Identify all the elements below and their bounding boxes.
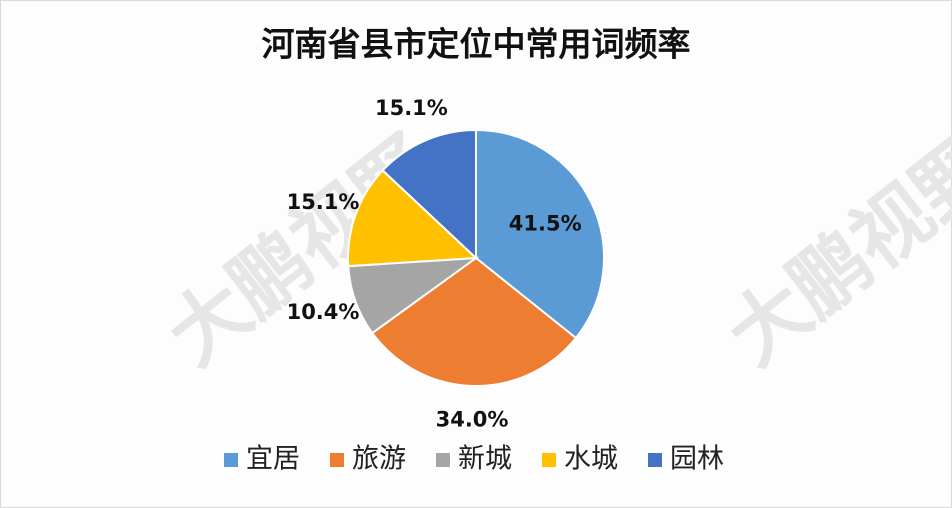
- legend-swatch: [542, 453, 556, 467]
- pie-slice: [347, 168, 479, 268]
- legend-label: 园林: [670, 444, 724, 475]
- data-label: 34.0%: [436, 408, 509, 432]
- legend-swatch: [224, 453, 238, 467]
- chart-title: 河南省县市定位中常用词频率: [262, 25, 691, 64]
- legend-label: 旅游: [352, 444, 406, 475]
- data-label: 15.1%: [375, 96, 448, 120]
- legend: 宜居 旅游 新城 水城 园林: [224, 444, 724, 475]
- legend-swatch: [648, 453, 662, 467]
- pie-slice: [475, 128, 605, 340]
- data-labels: 41.5% 34.0% 10.4% 15.1% 15.1%: [287, 96, 582, 432]
- data-label: 41.5%: [509, 212, 582, 236]
- legend-swatch: [436, 453, 450, 467]
- data-label: 10.4%: [287, 300, 360, 324]
- legend-label: 新城: [458, 444, 512, 475]
- pie-slice: [381, 128, 477, 261]
- pie-slice: [370, 256, 578, 387]
- pie: [347, 128, 605, 387]
- data-label: 15.1%: [287, 190, 360, 214]
- legend-label: 宜居: [246, 444, 300, 475]
- legend-swatch: [330, 453, 344, 467]
- legend-label: 水城: [564, 444, 618, 475]
